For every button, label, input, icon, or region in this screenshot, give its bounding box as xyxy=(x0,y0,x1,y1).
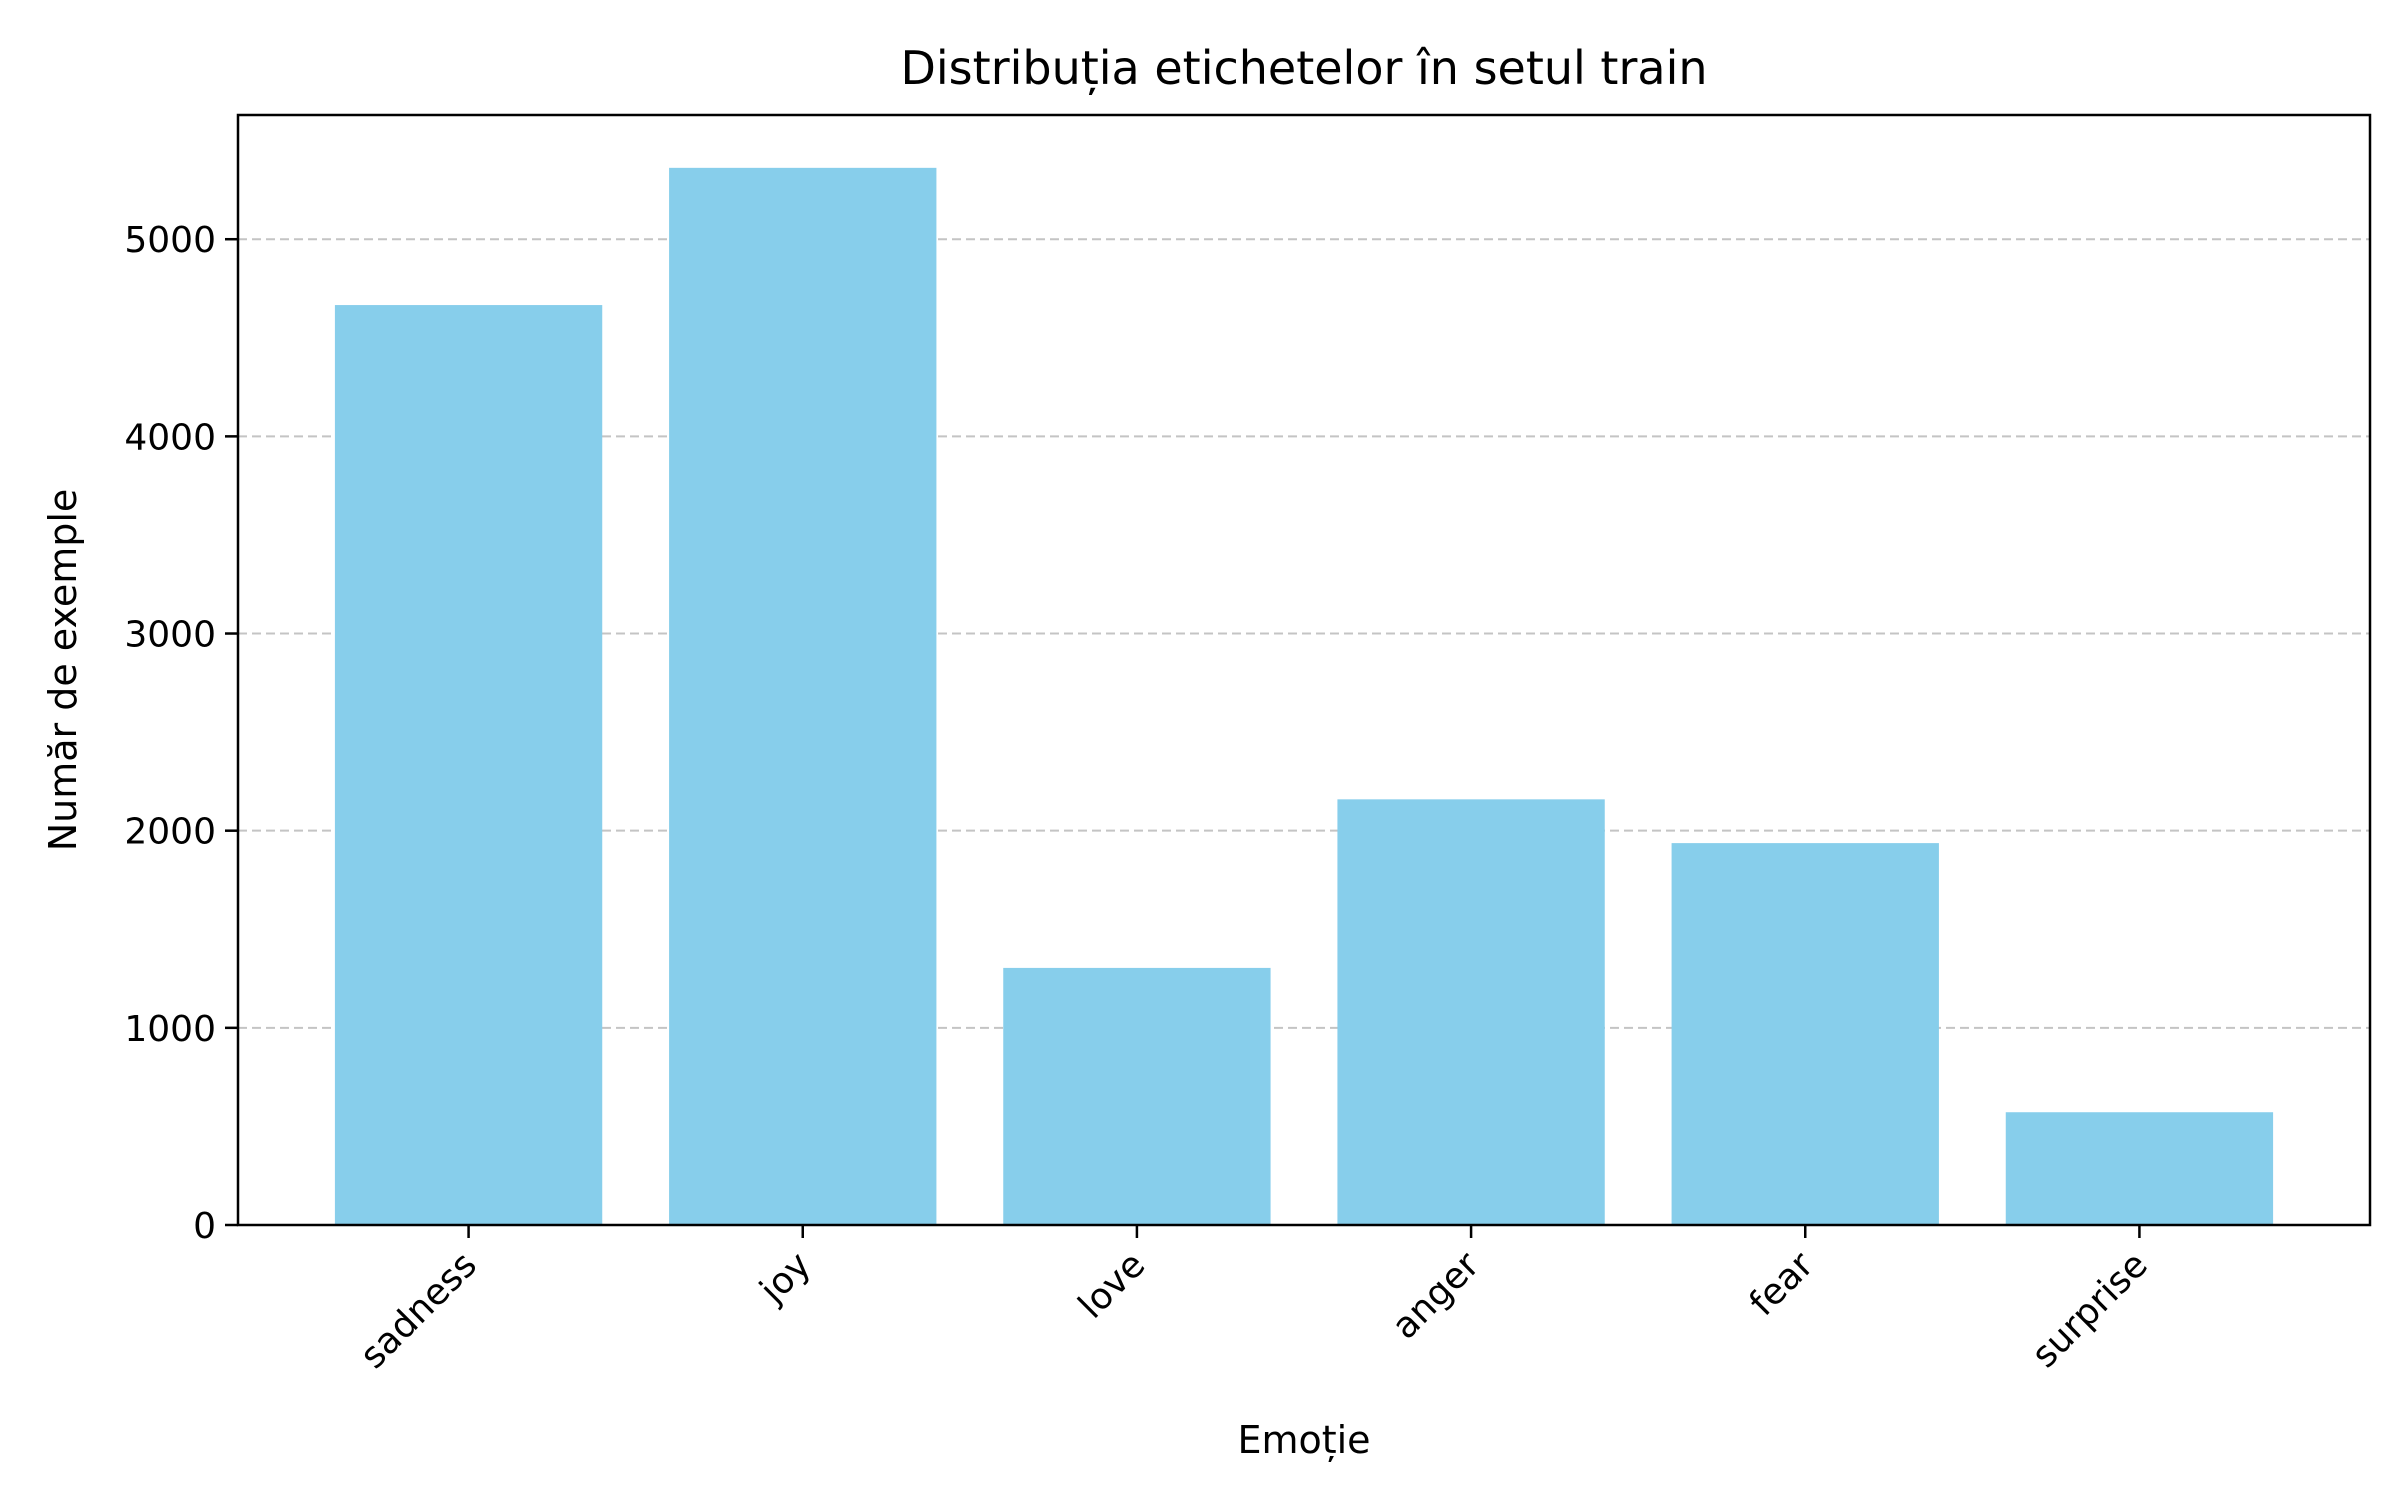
y-tick-label: 2000 xyxy=(124,812,216,853)
y-axis-label: Număr de exemple xyxy=(41,489,85,852)
x-tick-label-joy: joy xyxy=(752,1244,819,1311)
x-axis-ticks: sadness joy love anger fear surprise xyxy=(353,1225,2156,1377)
bar-fear xyxy=(1671,843,1939,1225)
y-tick-label: 1000 xyxy=(124,1009,216,1050)
x-tick-label-fear: fear xyxy=(1742,1244,1822,1324)
bar-sadness xyxy=(334,305,603,1225)
y-tick-label: 5000 xyxy=(124,220,216,261)
y-axis-ticks: 0 1000 2000 3000 4000 5000 xyxy=(124,220,238,1247)
y-tick-label: 4000 xyxy=(124,417,216,458)
bar-anger xyxy=(1337,799,1605,1225)
bar-surprise xyxy=(2005,1112,2274,1225)
bars xyxy=(334,167,2274,1225)
y-tick-label: 3000 xyxy=(124,615,216,656)
plot-area-frame xyxy=(236,113,2372,1227)
x-tick-label-sadness: sadness xyxy=(353,1244,485,1376)
bar-love xyxy=(1003,967,1271,1225)
x-tick-label-anger: anger xyxy=(1384,1244,1487,1347)
bar-joy xyxy=(669,167,937,1225)
chart-title: Distribuția etichetelor în setul train xyxy=(900,41,1707,96)
y-tick-label: 0 xyxy=(193,1206,216,1247)
x-axis-label: Emoție xyxy=(1237,1418,1370,1462)
x-tick-label-love: love xyxy=(1071,1244,1153,1326)
x-tick-label-surprise: surprise xyxy=(2024,1244,2155,1375)
